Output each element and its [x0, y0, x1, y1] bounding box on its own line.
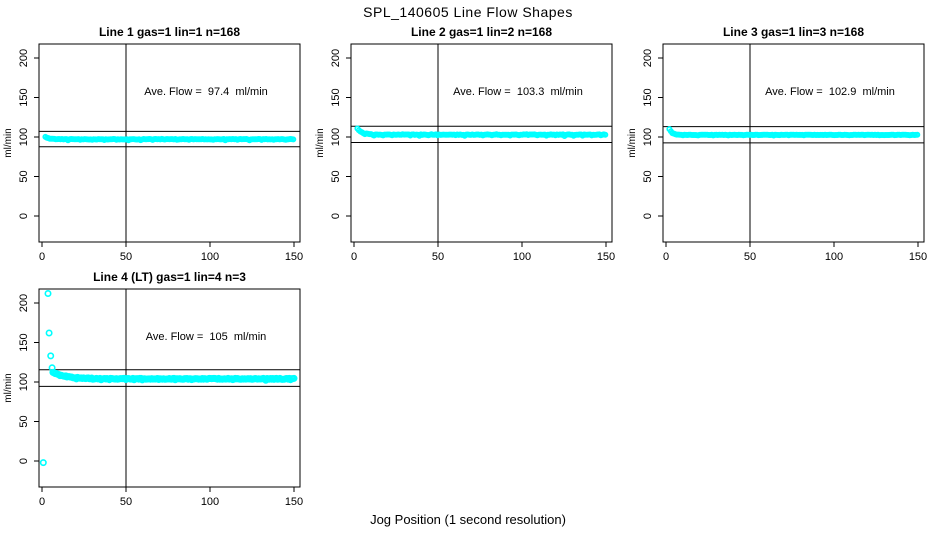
scatter-points [354, 125, 609, 140]
y-axis: 0 50 100 150 200 [330, 49, 351, 219]
y-axis: 0 50 100 150 200 [18, 294, 39, 464]
y-tick-label: 200 [18, 294, 30, 312]
y-tick-label: 0 [18, 458, 30, 464]
y-tick-label: 100 [18, 128, 30, 146]
data-point [290, 136, 297, 143]
ave-flow-annotation: Ave. Flow = 103.3 ml/min [453, 86, 583, 98]
panel-line-3: 0 50 100 150 0 50 100 150 200 ml/min Line 3 gas=1 … [627, 25, 927, 263]
x-tick-label: 0 [663, 251, 669, 263]
y-tick-label: 150 [18, 88, 30, 106]
y-tick-label: 200 [330, 49, 342, 67]
y-tick-label: 150 [330, 88, 342, 106]
y-tick-label: 50 [330, 170, 342, 182]
scatter-points [666, 126, 921, 139]
plot-box [350, 43, 613, 243]
x-tick-label: 50 [432, 251, 444, 263]
panel-title: Line 1 gas=1 lin=1 n=168 [99, 25, 240, 39]
y-axis-label: ml/min [315, 128, 326, 157]
ave-flow-annotation: Ave. Flow = 105 ml/min [146, 331, 267, 343]
scatter-points [39, 289, 298, 467]
y-tick-label: 0 [642, 213, 654, 219]
panel-title: Line 4 (LT) gas=1 lin=4 n=3 [93, 270, 246, 284]
ave-flow-annotation: Ave. Flow = 97.4 ml/min [144, 86, 268, 98]
data-point [39, 459, 47, 467]
x-tick-label: 0 [39, 496, 45, 508]
plot-box [38, 288, 301, 488]
y-axis: 0 50 100 150 200 [18, 49, 39, 219]
x-tick-label: 150 [285, 251, 303, 263]
x-axis: 0 50 100 150 [351, 242, 615, 263]
plot-box [38, 43, 301, 243]
y-tick-label: 100 [330, 128, 342, 146]
y-tick-label: 200 [642, 49, 654, 67]
y-tick-label: 150 [18, 333, 30, 351]
y-tick-label: 200 [18, 49, 30, 67]
x-tick-label: 100 [825, 251, 843, 263]
panel-title: Line 2 gas=1 lin=2 n=168 [411, 25, 552, 39]
data-point [602, 131, 609, 138]
x-tick-label: 0 [351, 251, 357, 263]
x-tick-label: 150 [597, 251, 615, 263]
x-tick-label: 0 [39, 251, 45, 263]
data-point [45, 329, 53, 337]
y-tick-label: 100 [642, 128, 654, 146]
panel-line-4: 0 50 100 150 0 50 100 150 200 ml/min Line 4 (LT) g… [3, 270, 303, 508]
scatter-points [42, 133, 297, 144]
x-tick-label: 100 [201, 251, 219, 263]
data-point [290, 374, 298, 382]
x-tick-label: 50 [120, 251, 132, 263]
x-axis-label: Jog Position (1 second resolution) [370, 512, 566, 527]
y-tick-label: 50 [642, 170, 654, 182]
x-tick-label: 150 [909, 251, 927, 263]
y-tick-label: 0 [330, 213, 342, 219]
y-axis-label: ml/min [3, 373, 14, 402]
y-tick-label: 50 [18, 170, 30, 182]
x-tick-label: 100 [201, 496, 219, 508]
y-tick-label: 0 [18, 213, 30, 219]
main-title: SPL_140605 Line Flow Shapes [363, 4, 573, 20]
panel-title: Line 3 gas=1 lin=3 n=168 [723, 25, 864, 39]
data-point [47, 352, 55, 360]
data-point [914, 131, 921, 138]
ave-flow-annotation: Ave. Flow = 102.9 ml/min [765, 86, 895, 98]
panel-line-2: 0 50 100 150 0 50 100 150 200 ml/min Line 2 gas=1 … [315, 25, 615, 263]
x-tick-label: 50 [120, 496, 132, 508]
plot-box [662, 43, 925, 243]
y-axis: 0 50 100 150 200 [642, 49, 663, 219]
x-axis: 0 50 100 150 [663, 242, 927, 263]
y-tick-label: 100 [18, 373, 30, 391]
data-point [44, 289, 52, 297]
x-axis: 0 50 100 150 [39, 242, 303, 263]
x-tick-label: 100 [513, 251, 531, 263]
y-axis-label: ml/min [627, 128, 638, 157]
x-axis: 0 50 100 150 [39, 487, 303, 508]
x-tick-label: 50 [744, 251, 756, 263]
x-tick-label: 150 [285, 496, 303, 508]
y-tick-label: 50 [18, 415, 30, 427]
y-axis-label: ml/min [3, 128, 14, 157]
panel-line-1: 0 50 100 150 0 50 100 150 200 ml/min Line 1 gas=1 … [3, 25, 303, 263]
y-tick-label: 150 [642, 88, 654, 106]
